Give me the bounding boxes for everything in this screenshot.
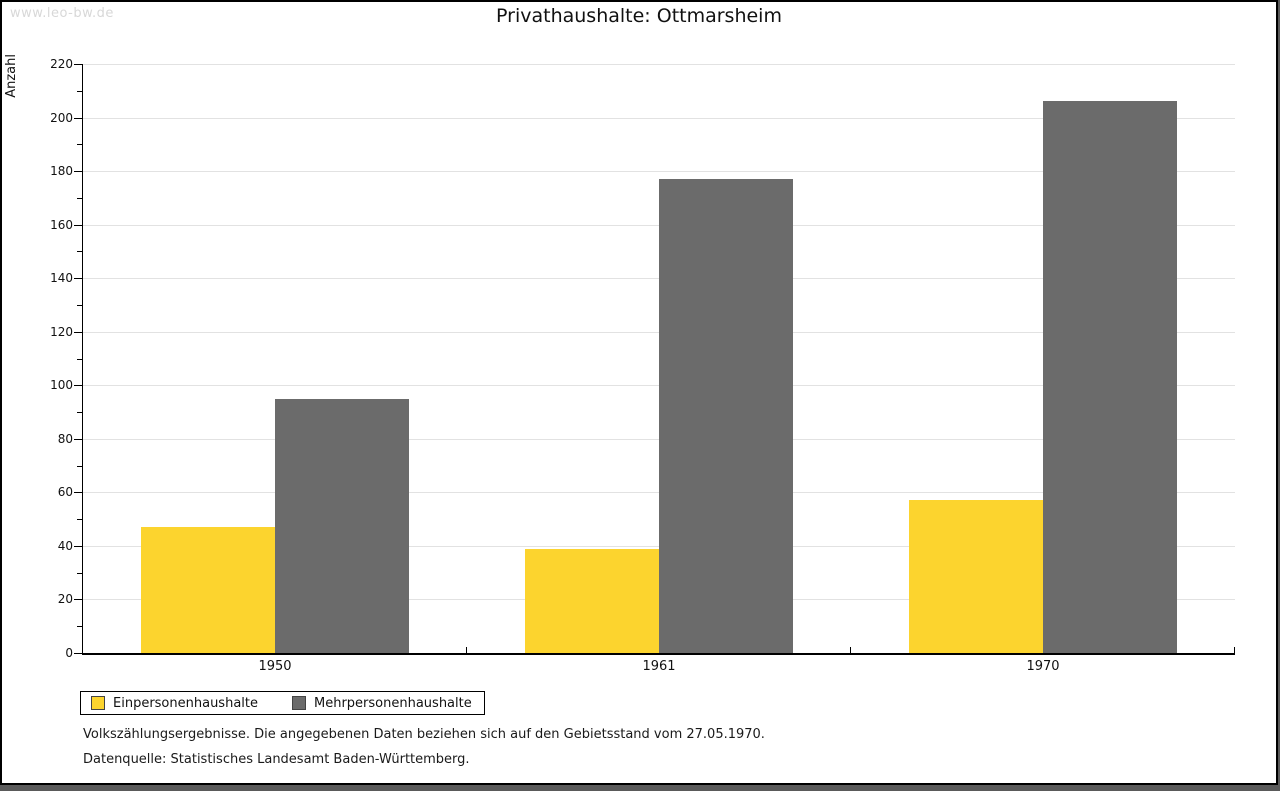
- x-tick-boundary-0: [466, 647, 467, 653]
- y-tick-major-160: [74, 225, 82, 226]
- y-tick-label-80: 80: [57, 432, 73, 446]
- x-tick-boundary-2: [1234, 647, 1235, 653]
- y-tick-label-140: 140: [50, 271, 73, 285]
- y-tick-major-180: [74, 171, 82, 172]
- legend-swatch-gray: [292, 696, 306, 710]
- legend-swatch-yellow: [91, 696, 105, 710]
- legend: Einpersonenhaushalte Mehrpersonenhaushal…: [80, 691, 485, 715]
- gridline-y-200: [83, 118, 1235, 119]
- y-tick-minor-110: [77, 359, 82, 360]
- legend-item-mehrpersonenhaushalte: Mehrpersonenhaushalte: [292, 696, 472, 711]
- y-tick-major-80: [74, 439, 82, 440]
- y-tick-label-180: 180: [50, 164, 73, 178]
- y-tick-minor-30: [77, 573, 82, 574]
- y-tick-major-100: [74, 385, 82, 386]
- y-tick-minor-50: [77, 519, 82, 520]
- gridline-y-220: [83, 64, 1235, 65]
- source-note-line1: Volkszählungsergebnisse. Die angegebenen…: [83, 727, 765, 742]
- y-tick-label-200: 200: [50, 111, 73, 125]
- y-tick-minor-90: [77, 412, 82, 413]
- y-tick-major-120: [74, 332, 82, 333]
- legend-label: Mehrpersonenhaushalte: [314, 695, 472, 711]
- y-tick-minor-190: [77, 144, 82, 145]
- y-tick-major-0: [74, 653, 82, 654]
- y-tick-minor-150: [77, 251, 82, 252]
- chart-title: Privathaushalte: Ottmarsheim: [496, 5, 782, 27]
- bar-mehrpersonenhaushalte-1961: [659, 179, 793, 653]
- y-tick-label-0: 0: [65, 646, 73, 660]
- y-tick-label-100: 100: [50, 378, 73, 392]
- y-tick-minor-170: [77, 198, 82, 199]
- x-tick-label-1961: 1961: [642, 659, 676, 674]
- y-tick-minor-10: [77, 626, 82, 627]
- y-tick-major-220: [74, 64, 82, 65]
- y-tick-minor-70: [77, 466, 82, 467]
- watermark-leo-bw: www.leo-bw.de: [10, 6, 114, 21]
- source-note-line2: Datenquelle: Statistisches Landesamt Bad…: [83, 752, 470, 767]
- y-tick-major-200: [74, 118, 82, 119]
- x-tick-label-1950: 1950: [258, 659, 292, 674]
- y-axis-label: Anzahl: [4, 54, 19, 98]
- bar-einpersonenhaushalte-1961: [525, 549, 659, 653]
- y-tick-label-40: 40: [57, 539, 73, 553]
- y-tick-label-160: 160: [50, 218, 73, 232]
- y-tick-major-60: [74, 492, 82, 493]
- y-tick-minor-130: [77, 305, 82, 306]
- y-tick-label-20: 20: [57, 592, 73, 606]
- bar-einpersonenhaushalte-1970: [909, 500, 1043, 653]
- y-tick-label-120: 120: [50, 325, 73, 339]
- x-tick-label-1970: 1970: [1026, 659, 1060, 674]
- y-tick-major-140: [74, 278, 82, 279]
- bar-mehrpersonenhaushalte-1970: [1043, 101, 1177, 653]
- y-tick-major-20: [74, 599, 82, 600]
- y-tick-label-220: 220: [50, 57, 73, 71]
- y-tick-minor-210: [77, 91, 82, 92]
- x-tick-boundary-1: [850, 647, 851, 653]
- legend-label: Einpersonenhaushalte: [113, 695, 258, 711]
- plot-area: 0 20 40 60 80 100 120 140 160 180 200 220 1950 1961 19…: [50, 57, 1235, 674]
- gridline-y-180: [83, 171, 1235, 172]
- y-tick-major-40: [74, 546, 82, 547]
- legend-item-einpersonenhaushalte: Einpersonenhaushalte: [91, 696, 258, 711]
- bar-mehrpersonenhaushalte-1950: [275, 399, 409, 653]
- y-tick-label-60: 60: [57, 485, 73, 499]
- bar-einpersonenhaushalte-1950: [141, 527, 275, 653]
